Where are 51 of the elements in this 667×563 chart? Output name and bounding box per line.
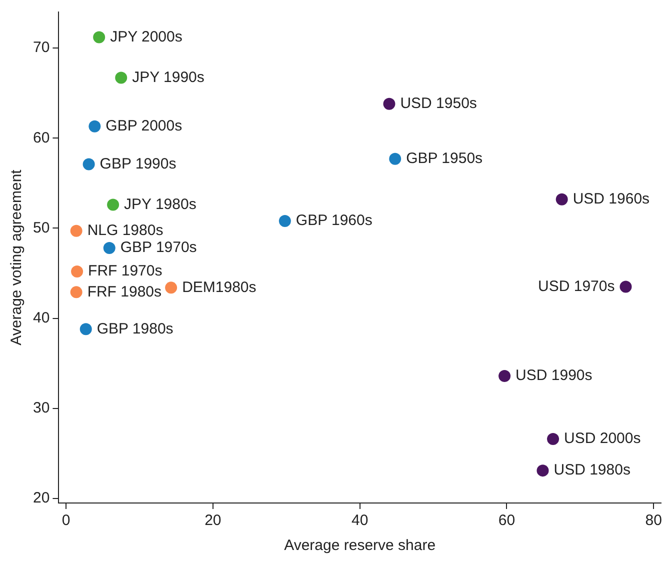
annotation: FRF 1970s	[88, 262, 162, 280]
x-tick-label: 20	[204, 512, 222, 530]
x-tick-label: 80	[645, 512, 662, 530]
annotation: GBP 1990s	[100, 155, 176, 172]
point	[80, 323, 92, 336]
x-axis-title: Average reserve share	[284, 537, 436, 554]
point	[278, 215, 291, 228]
y-tick-label: 70	[32, 39, 50, 56]
point	[107, 198, 120, 211]
point	[536, 464, 549, 477]
y-tick-label: 50	[32, 219, 50, 236]
point	[383, 98, 396, 110]
point	[70, 224, 82, 237]
x-tick-label: 60	[498, 512, 516, 530]
point	[93, 31, 106, 44]
annotation: GBP 1950s	[406, 150, 483, 167]
annotation: GBP 2000s	[106, 118, 182, 135]
point	[165, 282, 178, 294]
point	[70, 286, 82, 298]
x-tick-label: 40	[352, 512, 368, 530]
annotation: JPY 1980s	[124, 196, 196, 213]
annotation: USD 2000s	[564, 430, 641, 448]
annotation: JPY 1990s	[132, 68, 204, 86]
annotation: FRF 1980s	[87, 283, 162, 300]
point	[556, 193, 568, 206]
point	[620, 280, 632, 293]
annotation: GBP 1960s	[296, 212, 372, 230]
annotation: GBP 1970s	[120, 239, 197, 256]
point	[82, 158, 95, 170]
annotation: USD 1990s	[516, 367, 592, 384]
point	[498, 370, 511, 382]
annotation: USD 1970s	[538, 278, 615, 295]
point	[389, 152, 402, 165]
point	[103, 242, 116, 254]
y-tick-label: 60	[32, 129, 50, 146]
annotation: USD 1950s	[400, 95, 477, 112]
x-tick-label: 0	[62, 512, 70, 530]
point	[547, 433, 560, 446]
y-axis-title: Average voting agreement	[8, 168, 26, 346]
annotation: NLG 1980s	[87, 222, 164, 240]
annotation: JPY 2000s	[110, 28, 182, 46]
y-tick-label: 30	[32, 400, 50, 417]
y-tick-label: 20	[32, 490, 50, 507]
annotation: DEM1980s	[182, 278, 256, 296]
y-tick-label: 40	[32, 309, 50, 326]
annotation: USD 1960s	[572, 190, 650, 208]
annotation: USD 1980s	[554, 462, 630, 479]
point	[71, 265, 84, 278]
point	[88, 120, 101, 132]
annotation: GBP 1980s	[96, 320, 174, 338]
point	[115, 72, 128, 84]
